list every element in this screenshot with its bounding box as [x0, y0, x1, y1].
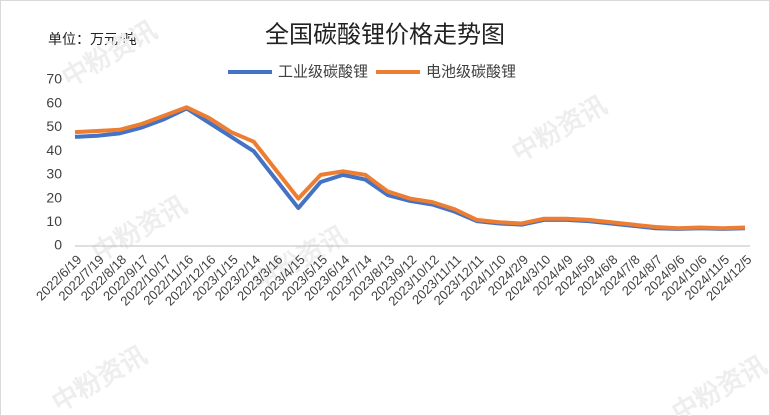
y-tick-label: 10: [46, 213, 62, 229]
y-tick-label: 60: [46, 94, 62, 110]
y-tick-label: 20: [46, 189, 62, 205]
y-tick-label: 40: [46, 142, 62, 158]
chart-title: 全国碳酸锂价格走势图: [265, 21, 505, 49]
y-tick-label: 50: [46, 118, 62, 134]
y-tick-label: 70: [46, 71, 62, 87]
legend-label: 电池级碳酸锂: [426, 63, 516, 81]
y-tick-label: 0: [54, 237, 62, 253]
series-line: [74, 105, 746, 231]
unit-label: 单位：万元/吨: [48, 32, 137, 48]
y-tick-label: 30: [46, 166, 62, 182]
legend-label: 工业级碳酸锂: [278, 63, 368, 81]
